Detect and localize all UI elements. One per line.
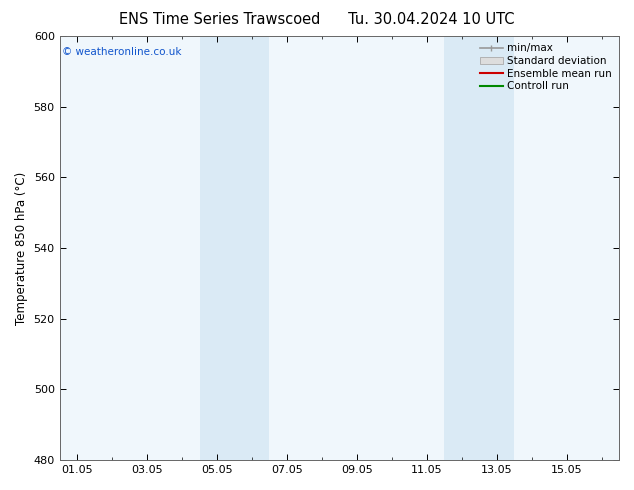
Text: ENS Time Series Trawscoed      Tu. 30.04.2024 10 UTC: ENS Time Series Trawscoed Tu. 30.04.2024… — [119, 12, 515, 27]
Y-axis label: Temperature 850 hPa (°C): Temperature 850 hPa (°C) — [15, 172, 28, 325]
Text: © weatheronline.co.uk: © weatheronline.co.uk — [63, 47, 182, 57]
Bar — [200, 36, 269, 460]
Legend: min/max, Standard deviation, Ensemble mean run, Controll run: min/max, Standard deviation, Ensemble me… — [478, 41, 614, 93]
Bar — [444, 36, 514, 460]
